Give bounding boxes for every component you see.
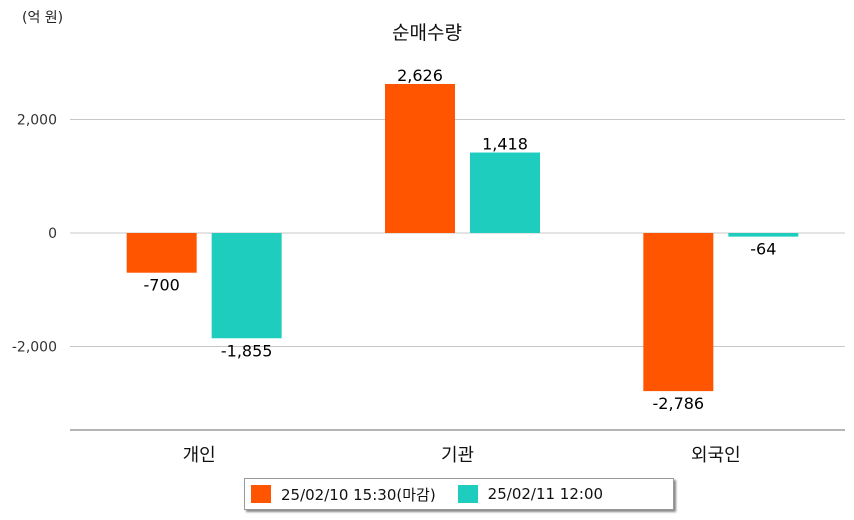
legend-item-series-2[interactable]: 25/02/11 12:00: [457, 485, 604, 503]
bar: [728, 233, 799, 237]
bar-chart: 2,000 0 -2,000 -700 -1,855 개인 2,626 1,418 기관 -2,7…: [12, 66, 845, 466]
legend-label-series-1: 25/02/10 15:30(마감): [281, 485, 436, 504]
legend-swatch-series-2: [457, 485, 478, 503]
x-tick-label: 외국인: [691, 445, 741, 466]
legend-swatch-series-1: [251, 485, 271, 503]
unit-label: (억 원): [22, 10, 64, 26]
x-tick-label: 개인: [183, 445, 216, 466]
bar-value-label: 2,626: [397, 66, 443, 85]
bar: [643, 233, 714, 392]
bar: [126, 233, 197, 273]
bar-value-label: -64: [750, 240, 776, 259]
bar: [211, 233, 282, 339]
y-tick-label: 2,000: [17, 113, 57, 129]
legend-label-series-2: 25/02/11 12:00: [487, 485, 604, 503]
bar-value-label: -1,855: [221, 341, 273, 360]
bar-value-label: -700: [144, 276, 180, 295]
x-tick-label: 기관: [441, 445, 474, 466]
y-tick-label: 0: [48, 226, 57, 242]
bar-value-label: -2,786: [653, 394, 705, 413]
legend-item-series-1[interactable]: 25/02/10 15:30(마감): [251, 484, 436, 505]
bar-value-label: 1,418: [482, 135, 528, 154]
bar: [385, 83, 455, 233]
y-tick-label: -2,000: [12, 340, 57, 356]
chart-legend: 25/02/10 15:30(마감) 25/02/11 12:00: [244, 478, 674, 510]
bar: [470, 152, 540, 233]
chart-title: 순매수량: [392, 22, 462, 44]
